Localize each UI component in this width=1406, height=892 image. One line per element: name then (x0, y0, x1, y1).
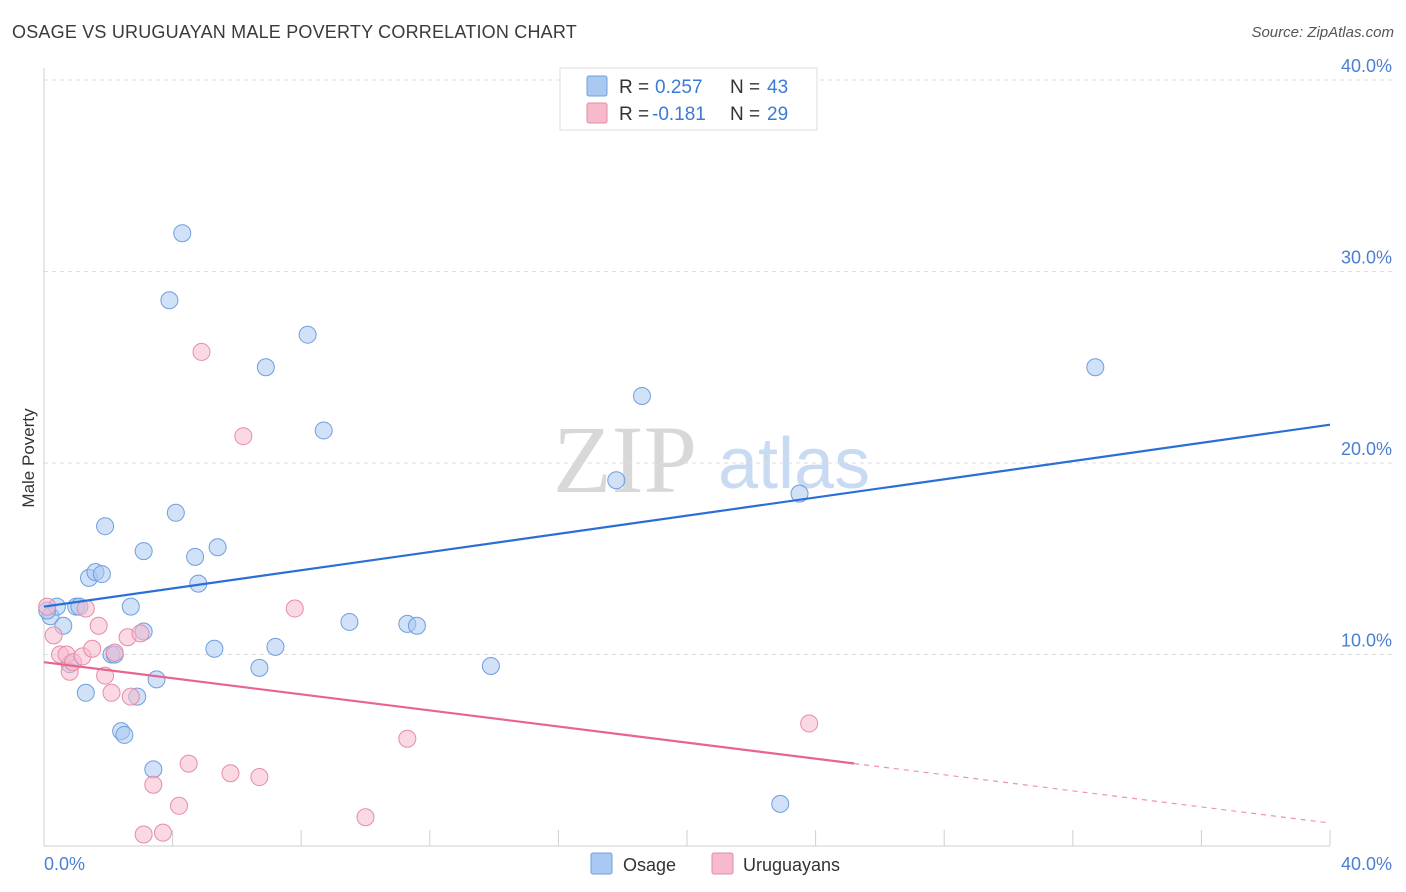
uruguayans-point[interactable] (356, 808, 375, 827)
uruguayans-point[interactable] (234, 427, 253, 446)
legend-r-value-osage: 0.257 (655, 77, 703, 98)
uruguayans-point[interactable] (144, 775, 163, 794)
legend-swatch-osage (586, 75, 608, 97)
uruguayans-point[interactable] (800, 714, 819, 733)
uruguayans-point[interactable] (170, 796, 189, 815)
osage-point[interactable] (121, 597, 140, 616)
osage-point[interactable] (134, 542, 153, 561)
osage-point[interactable] (340, 612, 359, 631)
osage-point[interactable] (1086, 358, 1105, 377)
osage-point[interactable] (607, 471, 626, 490)
osage-point[interactable] (173, 224, 192, 243)
osage-trend-line (43, 423, 1331, 608)
osage-point[interactable] (115, 725, 134, 744)
y-tick-label: 30.0% (1341, 248, 1392, 268)
legend-r-value-uruguayans: -0.181 (652, 104, 706, 125)
osage-point[interactable] (314, 421, 333, 440)
osage-point[interactable] (298, 325, 317, 344)
grid-lines (44, 79, 1392, 655)
watermark: ZIP atlas (553, 406, 870, 513)
osage-point[interactable] (407, 616, 426, 635)
watermark-zip: ZIP (553, 406, 697, 513)
osage-point[interactable] (186, 547, 205, 566)
osage-point[interactable] (166, 503, 185, 522)
uruguayans-point[interactable] (102, 683, 121, 702)
bottom-legend-label-osage[interactable]: Osage (623, 855, 676, 875)
uruguayans-trend-line-extension (854, 762, 1331, 824)
trend-lines (43, 423, 1331, 824)
osage-point[interactable] (481, 656, 500, 675)
uruguayans-point[interactable] (285, 599, 304, 618)
osage-point[interactable] (96, 517, 115, 536)
osage-point[interactable] (632, 386, 651, 405)
uruguayans-point[interactable] (89, 616, 108, 635)
osage-point[interactable] (250, 658, 269, 677)
legend-r-label-osage: R = (619, 77, 649, 98)
uruguayans-point[interactable] (250, 768, 269, 787)
uruguayans-point[interactable] (44, 626, 63, 645)
osage-point[interactable] (205, 639, 224, 658)
bottom-legend: Osage Uruguayans (590, 852, 840, 875)
legend-n-label-osage: N = (730, 77, 760, 98)
osage-point[interactable] (256, 358, 275, 377)
y-tick-label: 40.0% (1341, 56, 1392, 76)
source-label[interactable]: Source: ZipAtlas.com (1251, 24, 1394, 41)
uruguayans-point[interactable] (105, 643, 124, 662)
legend-r-label-uruguayans: R = (619, 104, 649, 125)
osage-point[interactable] (208, 538, 227, 557)
uruguayans-point[interactable] (153, 823, 172, 842)
uruguayans-trend-line (43, 661, 855, 765)
x-tick-label-min: 0.0% (44, 854, 85, 874)
uruguayans-point[interactable] (221, 764, 240, 783)
osage-point[interactable] (790, 484, 809, 503)
y-tick-label: 10.0% (1341, 631, 1392, 651)
x-tick-label-max: 40.0% (1341, 854, 1392, 874)
osage-point[interactable] (147, 670, 166, 689)
legend-n-value-uruguayans: 29 (767, 104, 788, 125)
y-tick-labels: 10.0% 20.0% 30.0% 40.0% (1341, 56, 1392, 651)
uruguayans-point[interactable] (179, 754, 198, 773)
uruguayans-point[interactable] (121, 687, 140, 706)
chart-title: OSAGE VS URUGUAYAN MALE POVERTY CORRELAT… (12, 22, 577, 42)
series-osage (38, 224, 1105, 813)
osage-point[interactable] (266, 637, 285, 656)
uruguayans-point[interactable] (83, 639, 102, 658)
legend: R = 0.257 N = 43 R = -0.181 N = 29 (559, 67, 818, 131)
y-axis-title: Male Poverty (19, 408, 38, 508)
x-axis-ticks (43, 830, 1331, 846)
legend-n-value-osage: 43 (767, 77, 788, 98)
series-uruguayans (38, 342, 819, 844)
osage-point[interactable] (92, 565, 111, 584)
osage-point[interactable] (144, 760, 163, 779)
uruguayans-point[interactable] (134, 825, 153, 844)
legend-n-label-uruguayans: N = (730, 104, 760, 125)
uruguayans-point[interactable] (398, 729, 417, 748)
bottom-legend-label-uruguayans[interactable]: Uruguayans (743, 855, 840, 875)
uruguayans-point[interactable] (131, 624, 150, 643)
bottom-legend-swatch-uruguayans[interactable] (711, 852, 734, 875)
osage-point[interactable] (76, 683, 95, 702)
y-tick-label: 20.0% (1341, 439, 1392, 459)
bottom-legend-swatch-osage[interactable] (590, 852, 613, 875)
legend-swatch-uruguayans (586, 102, 608, 124)
osage-point[interactable] (771, 794, 790, 813)
osage-point[interactable] (160, 291, 179, 310)
uruguayans-point[interactable] (192, 342, 211, 361)
